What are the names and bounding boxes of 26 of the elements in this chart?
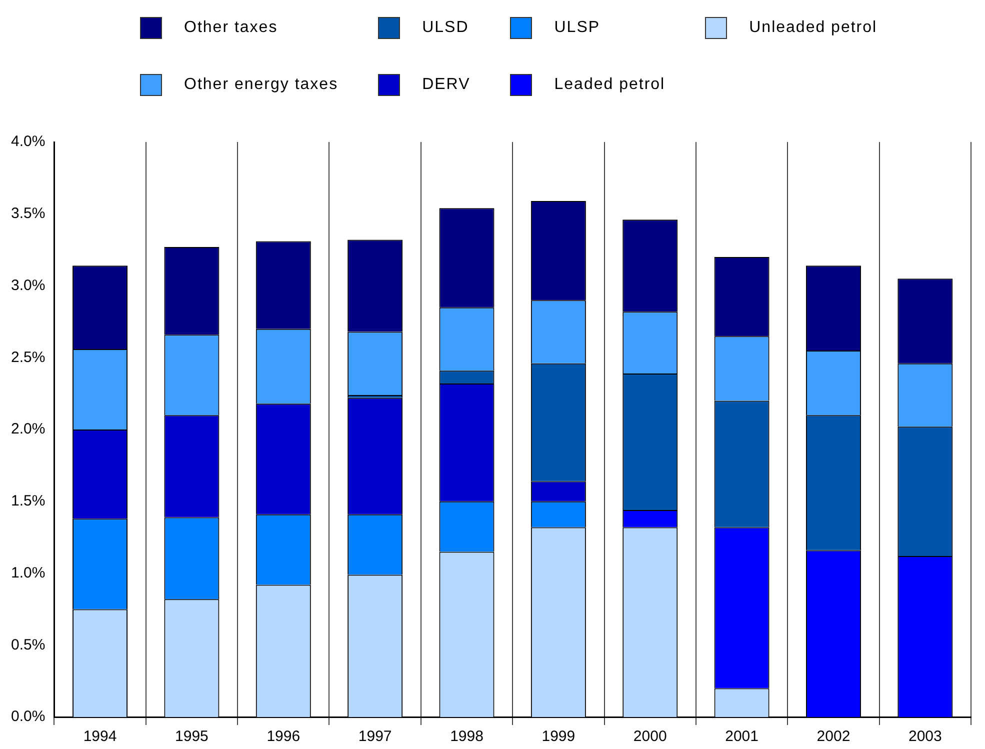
x-tick-label: 2002 [816, 728, 850, 746]
y-tick-label: 1.5% [10, 492, 46, 510]
y-tick-label: 3.0% [10, 276, 46, 294]
x-tick-label: 1995 [175, 728, 208, 746]
legend-label: DERV [422, 76, 470, 94]
x-tick-label: 1999 [542, 728, 576, 746]
y-tick-label: 3.5% [10, 205, 46, 222]
y-tick-label: 0.5% [10, 636, 46, 654]
y-tick-label: 4.0% [10, 133, 46, 150]
x-tick-label: 2003 [908, 728, 942, 746]
y-tick-label: 1.0% [10, 564, 46, 582]
x-tick-label: 2000 [633, 728, 667, 746]
y-tick-label: 0.0% [10, 708, 46, 726]
x-tick-label: 1994 [83, 728, 117, 746]
legend-label: Leaded petrol [554, 76, 666, 94]
x-tick-label: 1998 [450, 728, 484, 746]
legend-label: Other energy taxes [184, 76, 338, 94]
x-tick-label: 1996 [266, 728, 300, 746]
x-tick-label: 2001 [725, 728, 758, 746]
legend-label: ULSP [554, 19, 600, 37]
x-tick-label: 1997 [358, 728, 392, 746]
legend-label: Other taxes [184, 19, 278, 37]
legend-label: Unleaded petrol [749, 19, 878, 37]
y-tick-label: 2.5% [10, 348, 46, 366]
legend-label: ULSD [422, 19, 469, 37]
y-tick-label: 2.0% [10, 420, 46, 438]
